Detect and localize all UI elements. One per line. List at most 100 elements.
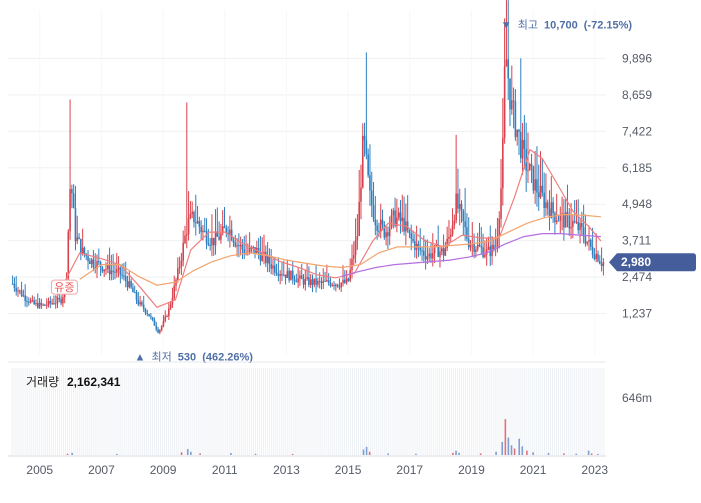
- candle-body: [103, 269, 105, 272]
- candle-body: [114, 271, 116, 273]
- candle-body: [241, 244, 244, 250]
- candle-body: [476, 244, 479, 250]
- candle-body: [293, 279, 296, 282]
- candle-body: [327, 279, 330, 283]
- candle-body: [105, 268, 107, 270]
- candle-body: [223, 226, 226, 228]
- candle-body: [485, 249, 488, 255]
- candle-body: [229, 229, 231, 235]
- candle-body: [597, 253, 599, 262]
- candle-body: [209, 244, 211, 246]
- candle-body: [196, 221, 199, 224]
- candle-body: [345, 278, 348, 283]
- candle-body: [126, 281, 129, 288]
- candle-body: [577, 221, 580, 231]
- candle-body: [36, 302, 39, 308]
- candle-body: [313, 278, 316, 285]
- candle-body: [207, 243, 210, 245]
- candle-body: [591, 246, 594, 256]
- high-marker: ▼: [501, 20, 512, 32]
- candle-body: [458, 204, 461, 209]
- candle-body: [566, 212, 569, 216]
- low-annotation: ▲ 최저 530 (462.26%): [135, 350, 254, 363]
- candle-body: [17, 290, 19, 292]
- candle-body: [487, 246, 490, 250]
- candle-body: [593, 255, 596, 260]
- candle-body: [324, 280, 326, 282]
- candle-body: [53, 303, 55, 305]
- candle-body: [568, 215, 571, 229]
- volume-bar: [510, 445, 513, 455]
- candle-body: [13, 283, 16, 289]
- candle-body: [352, 255, 355, 259]
- candle-body: [182, 242, 185, 261]
- volume-bar: [479, 453, 482, 455]
- candle-body: [379, 219, 382, 231]
- candle-body: [361, 135, 364, 188]
- x-tick-label: 2021: [520, 463, 547, 477]
- candle-body: [396, 217, 398, 226]
- volume-bars: [66, 419, 599, 455]
- volume-bar: [452, 452, 454, 455]
- candle-body: [234, 242, 237, 247]
- candle-body: [67, 231, 70, 279]
- candle-body: [180, 260, 183, 267]
- candle-body: [211, 237, 213, 246]
- event-marker[interactable]: 유증: [50, 279, 78, 295]
- candle-body: [189, 214, 192, 218]
- candle-body: [564, 212, 567, 228]
- candle-body: [117, 267, 120, 270]
- candle-body: [137, 300, 140, 305]
- candle-body: [512, 100, 515, 102]
- candle-body: [360, 187, 362, 202]
- candle-body: [76, 237, 79, 242]
- x-tick-label: 2015: [335, 463, 362, 477]
- volume-bar: [455, 450, 457, 455]
- candle-body: [248, 247, 251, 253]
- volume-bar: [521, 446, 524, 455]
- event-label: 유증: [54, 281, 74, 294]
- candle-body: [480, 246, 483, 248]
- candle-body: [358, 201, 360, 237]
- candle-body: [493, 244, 495, 249]
- candle-body: [212, 237, 215, 246]
- candle-body: [157, 329, 159, 333]
- candle-body: [151, 317, 154, 320]
- moving-average-line: [341, 233, 601, 277]
- low-value: 530: [178, 351, 196, 363]
- volume-bar: [71, 452, 73, 455]
- price-grid: [8, 57, 606, 315]
- volume-bar: [458, 452, 460, 455]
- candle-body: [369, 175, 371, 191]
- candle-body: [281, 274, 283, 276]
- candle-body: [72, 193, 75, 209]
- high-label: ▼ 최고 10,700 (-72.15%): [501, 19, 633, 32]
- candle-body: [410, 233, 413, 239]
- x-tick-label: 2011: [212, 463, 238, 477]
- candle-body: [437, 243, 439, 257]
- candle-body: [557, 220, 560, 222]
- candle-body: [534, 179, 536, 191]
- candle-body: [232, 240, 235, 243]
- candle-body: [81, 247, 84, 255]
- candle-body: [169, 304, 172, 309]
- candle-body: [550, 202, 553, 218]
- candle-body: [428, 253, 431, 257]
- candle-body: [130, 281, 132, 288]
- candle-body: [279, 274, 281, 276]
- candle-body: [372, 205, 375, 220]
- candle-body: [200, 226, 202, 233]
- candle-body: [417, 243, 420, 247]
- volume-bar: [415, 453, 417, 455]
- candle-body: [392, 210, 395, 216]
- volume-bar: [230, 453, 232, 455]
- candle-body: [394, 210, 396, 226]
- candle-body: [563, 213, 565, 228]
- candle-body: [521, 139, 524, 159]
- candle-body: [318, 280, 321, 282]
- candle-body: [252, 246, 255, 248]
- candle-body: [144, 309, 147, 314]
- candle-body: [62, 297, 64, 304]
- candle-body: [527, 170, 529, 172]
- candle-body: [414, 241, 416, 250]
